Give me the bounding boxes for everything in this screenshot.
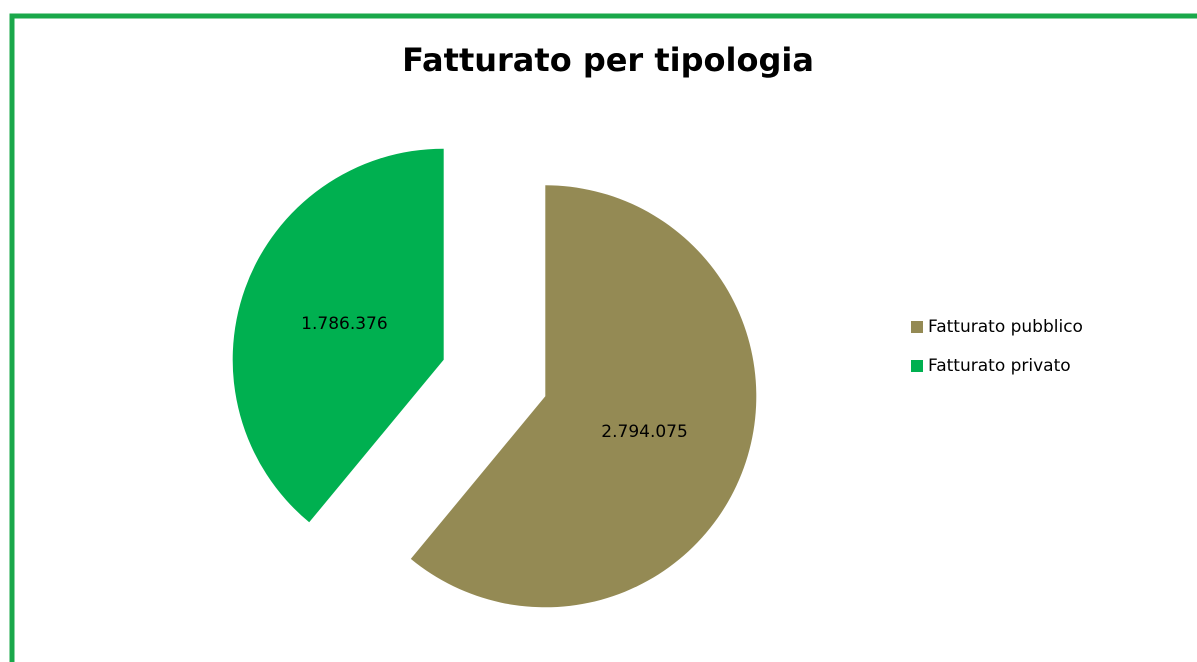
chart-title: Fatturato per tipologia [402,41,814,79]
data-label: 1.786.376 [301,314,388,334]
legend-label: Fatturato privato [928,356,1071,376]
pie-slice [410,185,757,608]
legend-swatch [911,321,923,333]
data-label: 2.794.075 [601,422,688,442]
legend-swatch [911,360,923,372]
legend-label: Fatturato pubblico [928,317,1083,337]
pie-slice [232,148,444,523]
